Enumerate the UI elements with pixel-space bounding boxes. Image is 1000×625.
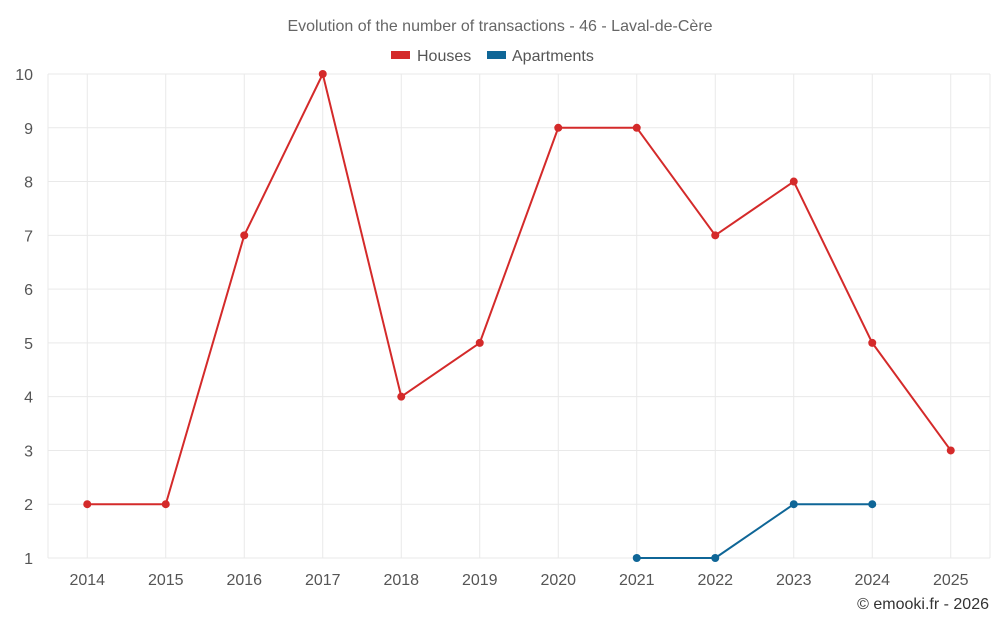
data-point-houses-2023[interactable] — [789, 177, 798, 186]
series-line-apartments — [636, 503, 873, 559]
data-point-houses-2019[interactable] — [475, 338, 484, 347]
data-point-houses-2014[interactable] — [83, 500, 92, 509]
x-tick-label: 2014 — [69, 572, 105, 589]
y-tick-label: 7 — [24, 228, 33, 245]
credit-text: © emooki.fr - 2026 — [857, 596, 989, 613]
y-tick-label: 3 — [24, 443, 33, 460]
data-point-houses-2015[interactable] — [161, 500, 170, 509]
data-point-houses-2016[interactable] — [240, 231, 249, 240]
x-axis: 2014 2015 2016 2017 2018 2019 2020 2021 2022 2023… — [69, 572, 968, 589]
data-point-houses-2025[interactable] — [946, 446, 955, 455]
legend-label-houses[interactable]: Houses — [417, 48, 471, 65]
legend-label-apartments[interactable]: Apartments — [512, 48, 594, 65]
data-point-apartments-2023[interactable] — [789, 500, 798, 509]
y-tick-label: 4 — [24, 390, 33, 407]
x-tick-label: 2019 — [462, 572, 498, 589]
series-line-houses — [87, 73, 952, 506]
x-tick-label: 2017 — [305, 572, 341, 589]
data-point-apartments-2024[interactable] — [868, 500, 877, 509]
y-tick-label: 9 — [24, 121, 33, 138]
data-point-apartments-2021[interactable] — [632, 554, 641, 562]
data-point-houses-2021[interactable] — [632, 123, 641, 132]
series-points — [83, 70, 955, 562]
x-tick-label: 2024 — [854, 572, 890, 589]
x-tick-label: 2021 — [619, 572, 655, 589]
data-point-houses-2017[interactable] — [318, 70, 327, 78]
data-point-apartments-2022[interactable] — [711, 554, 720, 562]
y-axis: 1 2 3 4 5 6 7 8 9 10 — [15, 67, 33, 568]
chart-title: Evolution of the number of transactions … — [287, 18, 712, 35]
legend-swatch-apartments — [487, 51, 506, 59]
x-tick-label: 2020 — [540, 572, 576, 589]
legend: Houses Apartments — [391, 48, 594, 65]
x-tick-label: 2018 — [383, 572, 419, 589]
x-tick-label: 2023 — [776, 572, 812, 589]
x-tick-label: 2016 — [226, 572, 262, 589]
data-point-houses-2020[interactable] — [554, 123, 563, 132]
data-point-houses-2022[interactable] — [711, 231, 720, 240]
y-tick-label: 5 — [24, 336, 33, 353]
y-tick-label: 2 — [24, 497, 33, 514]
x-tick-label: 2022 — [697, 572, 733, 589]
data-point-houses-2024[interactable] — [868, 338, 877, 347]
data-point-houses-2018[interactable] — [397, 392, 406, 401]
legend-swatch-houses — [391, 51, 410, 59]
series-lines — [87, 73, 952, 559]
x-tick-label: 2015 — [148, 572, 184, 589]
gridlines — [47, 73, 991, 559]
x-tick-label: 2025 — [933, 572, 969, 589]
y-tick-label: 1 — [24, 551, 33, 568]
y-tick-label: 6 — [24, 282, 33, 299]
y-tick-label: 10 — [15, 67, 33, 84]
y-tick-label: 8 — [24, 175, 33, 192]
